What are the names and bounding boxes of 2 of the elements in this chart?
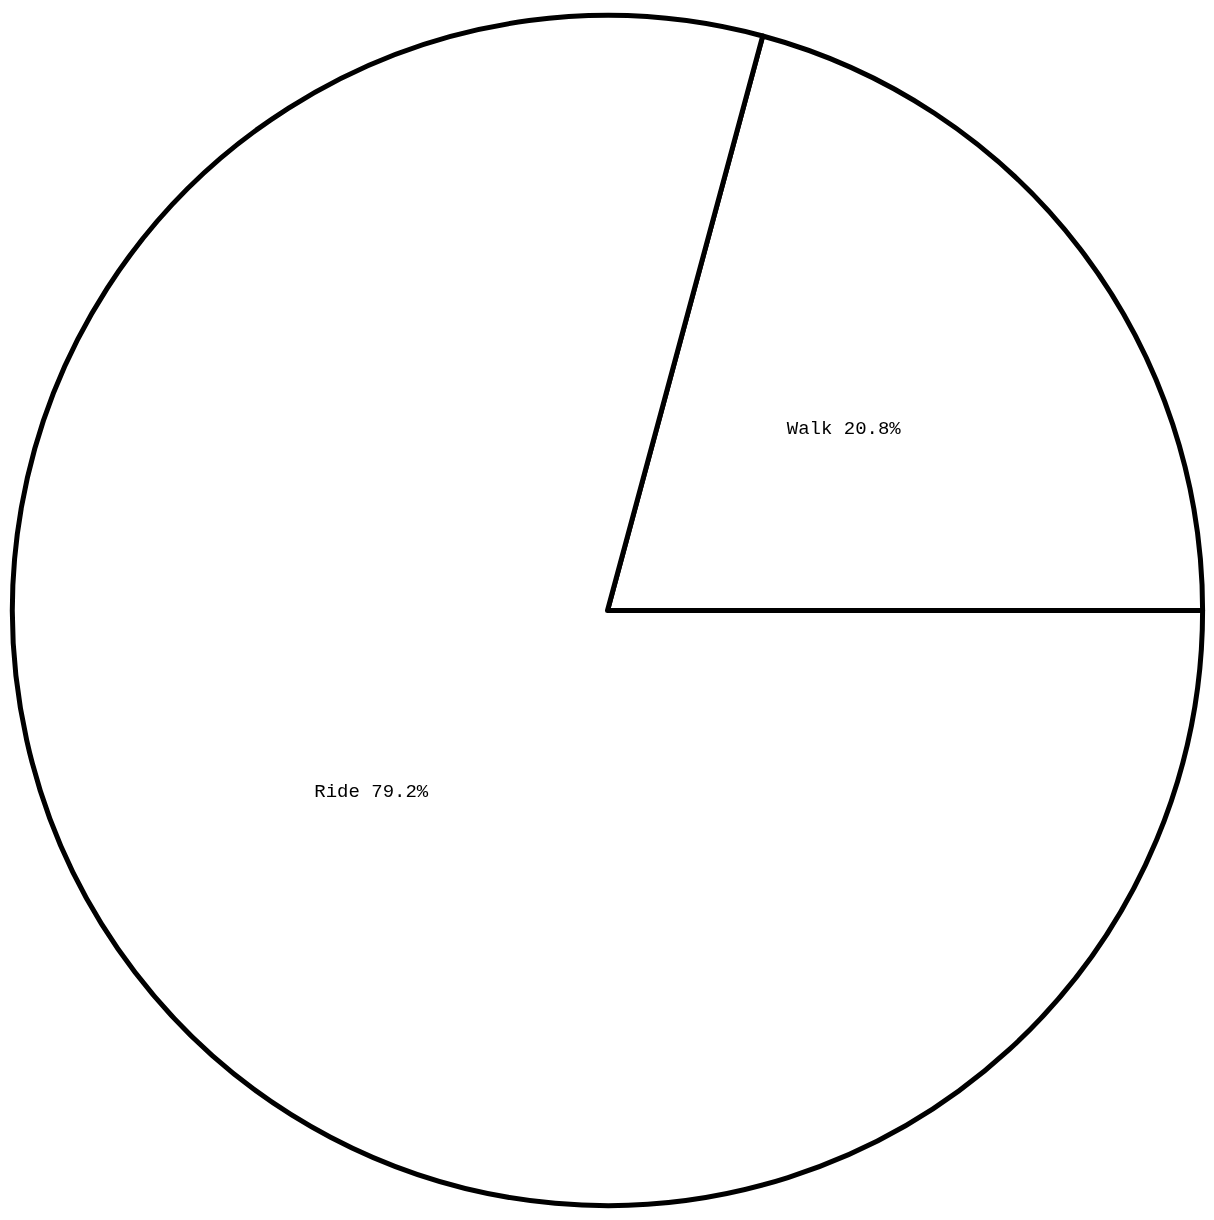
slice-label: Ride 79.2% xyxy=(314,781,429,804)
slice-label: Walk 20.8% xyxy=(786,417,902,440)
